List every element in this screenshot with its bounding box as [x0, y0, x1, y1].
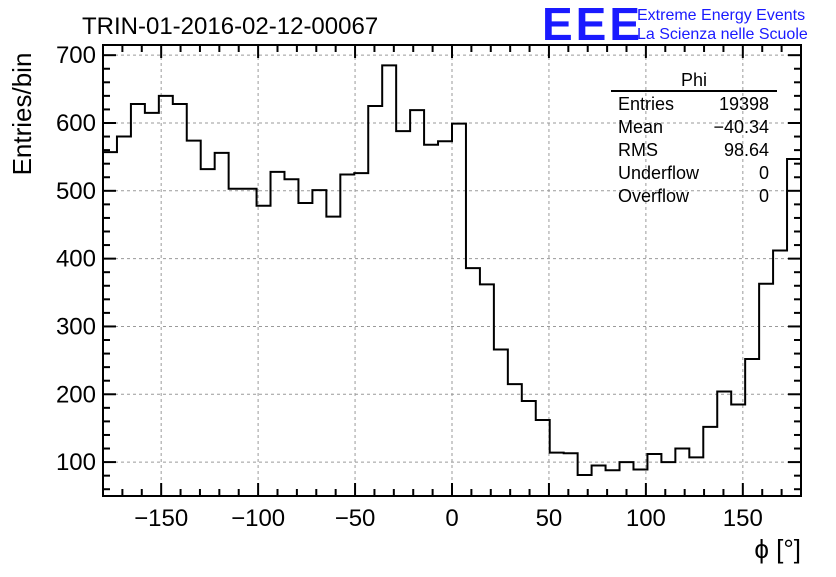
histogram-bin	[284, 179, 298, 496]
histogram-bin	[424, 145, 438, 496]
stats-row-underflow-value: 0	[759, 163, 769, 183]
histogram-bin	[354, 173, 368, 496]
histogram-bin	[508, 384, 522, 496]
histogram-bin	[298, 203, 312, 496]
histogram-bin	[173, 104, 187, 496]
axes-layer: −150 −100 −50 0 50 100 150 100 200 300 400 500 600 70…	[56, 42, 802, 532]
y-tick-label: 100	[56, 449, 96, 476]
histogram-bin	[550, 453, 564, 496]
histogram-bin	[159, 96, 173, 496]
histogram-bin	[592, 465, 606, 496]
histogram-bin	[647, 454, 661, 496]
histogram-bin	[438, 141, 452, 496]
histogram-bin	[396, 131, 410, 496]
y-tick-label: 500	[56, 178, 96, 205]
histogram-bin	[480, 284, 494, 496]
stats-row-underflow-label: Underflow	[618, 163, 700, 183]
histogram-bin	[145, 113, 159, 496]
histogram-bin	[340, 175, 354, 496]
y-tick-label: 200	[56, 381, 96, 408]
histogram-bin	[229, 189, 243, 496]
histogram-series	[103, 64, 801, 496]
x-tick-label: 50	[536, 505, 563, 532]
stats-row-entries-value: 19398	[719, 94, 769, 114]
histogram-bin	[201, 169, 215, 496]
x-tick-label: 150	[723, 505, 763, 532]
histogram-bin	[410, 110, 424, 496]
logo-line-2: La Scienza nelle Scuole	[637, 26, 808, 43]
histogram-bin	[187, 141, 201, 496]
histogram-bin	[466, 268, 480, 496]
y-tick-label: 600	[56, 110, 96, 137]
histogram-bin	[326, 217, 340, 496]
y-tick-label: 400	[56, 246, 96, 273]
histogram-bin	[703, 427, 717, 496]
stats-row-entries-label: Entries	[618, 94, 674, 114]
histogram-bin	[564, 453, 578, 496]
histogram-bin	[675, 449, 689, 496]
histogram-bin	[717, 392, 731, 496]
x-tick-label: −50	[335, 505, 376, 532]
x-tick-label: 0	[445, 505, 458, 532]
histogram-bin	[661, 462, 675, 496]
stats-row-overflow-value: 0	[759, 186, 769, 206]
y-tick-label: 700	[56, 42, 96, 69]
logo-eee-mark: EEE	[542, 0, 643, 50]
histogram-bin	[689, 457, 703, 496]
histogram-outline	[103, 64, 801, 476]
stats-row-rms-label: RMS	[618, 140, 658, 160]
histogram-bin	[745, 359, 759, 496]
histogram-bin	[578, 475, 592, 496]
x-axis-label: ϕ [°]	[754, 534, 801, 564]
histogram-bin	[731, 404, 745, 496]
histogram-bin	[312, 190, 326, 496]
stats-row-mean-value: −40.34	[713, 117, 769, 137]
histogram-bin	[243, 189, 257, 496]
histogram-bin	[452, 124, 466, 496]
eee-logo: EEE Extreme Energy Events La Scienza nel…	[542, 0, 808, 50]
histogram-bin	[368, 106, 382, 496]
x-tick-label: −100	[231, 505, 285, 532]
x-tick-label: 100	[626, 505, 666, 532]
stats-row-rms-value: 98.64	[724, 140, 769, 160]
stats-row-mean-label: Mean	[618, 117, 663, 137]
y-axis-label: Entries/bin	[7, 53, 37, 176]
histogram-bin	[215, 153, 229, 496]
y-tick-label: 300	[56, 313, 96, 340]
stats-row-overflow-label: Overflow	[618, 186, 690, 206]
histogram-bin	[271, 172, 285, 496]
histogram-bin	[522, 401, 536, 496]
stats-box: Phi Entries 19398 Mean −40.34 RMS 98.64 …	[611, 70, 777, 206]
histogram-bin	[536, 420, 550, 496]
x-tick-label: −150	[134, 505, 188, 532]
histogram-bin	[773, 250, 787, 496]
histogram-bin	[494, 350, 508, 496]
histogram-bin	[257, 206, 271, 496]
chart-title: TRIN-01-2016-02-12-00067	[82, 13, 378, 40]
histogram-bin	[382, 65, 396, 496]
logo-line-1: Extreme Energy Events	[637, 7, 805, 24]
stats-box-title: Phi	[681, 70, 707, 90]
histogram-bin	[787, 159, 801, 496]
histogram-bin	[131, 104, 145, 496]
histogram-bin	[759, 284, 773, 496]
histogram-bin	[117, 137, 131, 496]
